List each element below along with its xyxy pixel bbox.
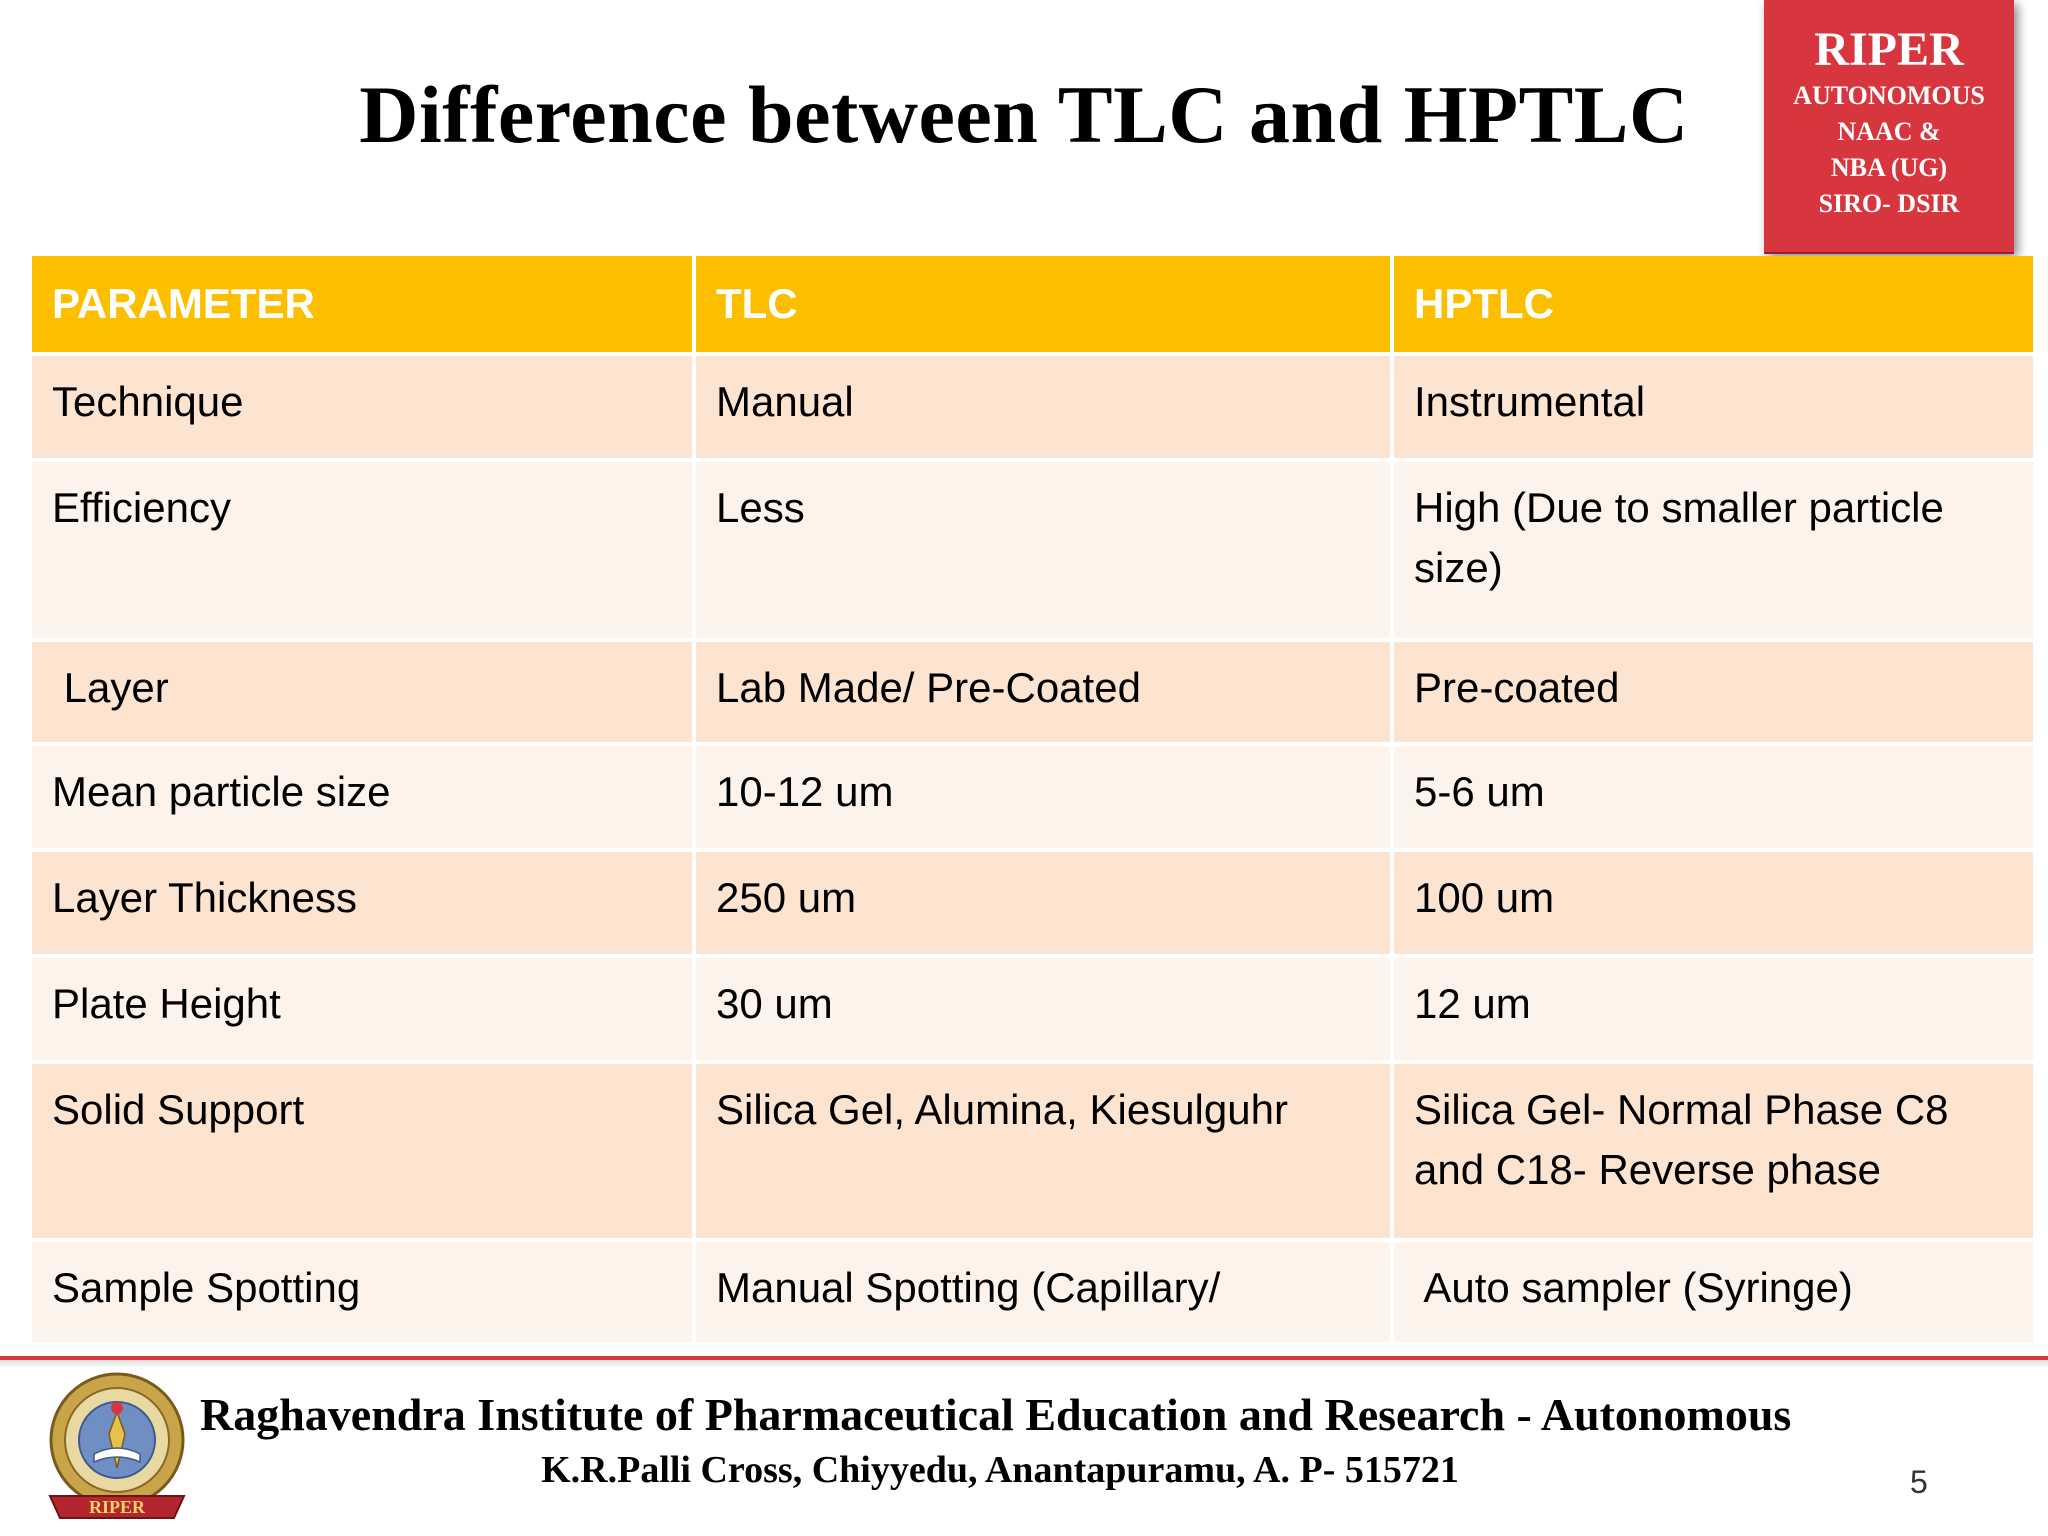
- cell-tlc: Manual Spotting (Capillary/: [696, 1242, 1390, 1342]
- cell-hptlc: 100 um: [1394, 852, 2033, 954]
- cell-parameter: Plate Height: [32, 958, 692, 1060]
- cell-tlc: Lab Made/ Pre-Coated: [696, 642, 1390, 742]
- cell-tlc: Manual: [696, 356, 1390, 458]
- table-row: Technique Manual Instrumental: [32, 356, 2033, 458]
- cell-tlc: Less: [696, 462, 1390, 638]
- header-tlc: TLC: [696, 256, 1390, 352]
- cell-parameter: Solid Support: [32, 1064, 692, 1238]
- cell-tlc: Silica Gel, Alumina, Kiesulguhr: [696, 1064, 1390, 1238]
- badge-line-naac: NAAC &: [1837, 117, 1941, 146]
- page-number: 5: [1910, 1464, 1928, 1500]
- cell-hptlc: Silica Gel- Normal Phase C8 and C18- Rev…: [1394, 1064, 2033, 1238]
- institute-address: K.R.Palli Cross, Chiyyedu, Anantapuramu,…: [541, 1449, 1459, 1491]
- cell-parameter: Layer Thickness: [32, 852, 692, 954]
- footer-divider: [0, 1356, 2048, 1360]
- badge-title: RIPER: [1814, 23, 1964, 76]
- badge-line-nba: NBA (UG): [1830, 153, 1948, 182]
- table-row: Plate Height 30 um 12 um: [32, 958, 2033, 1060]
- header-parameter: PARAMETER: [32, 256, 692, 352]
- comparison-table: PARAMETER TLC HPTLC Technique Manual Ins…: [28, 252, 2037, 1346]
- footer-divider-shadow: [0, 1360, 2048, 1368]
- badge-line-siro: SIRO- DSIR: [1818, 189, 1960, 218]
- table-header-row: PARAMETER TLC HPTLC: [32, 256, 2033, 352]
- table-row: Efficiency Less High (Due to smaller par…: [32, 462, 2033, 638]
- table-row: Sample Spotting Manual Spotting (Capilla…: [32, 1242, 2033, 1342]
- cell-parameter: Layer: [32, 642, 692, 742]
- table-row: Mean particle size 10-12 um 5-6 um: [32, 746, 2033, 848]
- cell-parameter: Sample Spotting: [32, 1242, 692, 1342]
- cell-hptlc: Auto sampler (Syringe): [1394, 1242, 2033, 1342]
- cell-parameter: Technique: [32, 356, 692, 458]
- cell-hptlc: 12 um: [1394, 958, 2033, 1060]
- table-row: Layer Lab Made/ Pre-Coated Pre-coated: [32, 642, 2033, 742]
- cell-tlc: 10-12 um: [696, 746, 1390, 848]
- institute-name: Raghavendra Institute of Pharmaceutical …: [200, 1389, 1792, 1440]
- slide-title: Difference between TLC and HPTLC: [359, 69, 1689, 160]
- cell-parameter: Mean particle size: [32, 746, 692, 848]
- table-row: Layer Thickness 250 um 100 um: [32, 852, 2033, 954]
- cell-tlc: 250 um: [696, 852, 1390, 954]
- cell-hptlc: 5-6 um: [1394, 746, 2033, 848]
- logo-text: RIPER: [89, 1497, 146, 1517]
- cell-tlc: 30 um: [696, 958, 1390, 1060]
- cell-parameter: Efficiency: [32, 462, 692, 638]
- institute-logo: RIPER: [48, 1372, 186, 1519]
- table-row: Solid Support Silica Gel, Alumina, Kiesu…: [32, 1064, 2033, 1238]
- cell-hptlc: High (Due to smaller particle size): [1394, 462, 2033, 638]
- riper-badge: RIPER AUTONOMOUS NAAC & NBA (UG) SIRO- D…: [1764, 0, 2014, 254]
- header-hptlc: HPTLC: [1394, 256, 2033, 352]
- cell-hptlc: Instrumental: [1394, 356, 2033, 458]
- cell-hptlc: Pre-coated: [1394, 642, 2033, 742]
- badge-line-autonomous: AUTONOMOUS: [1793, 81, 1985, 110]
